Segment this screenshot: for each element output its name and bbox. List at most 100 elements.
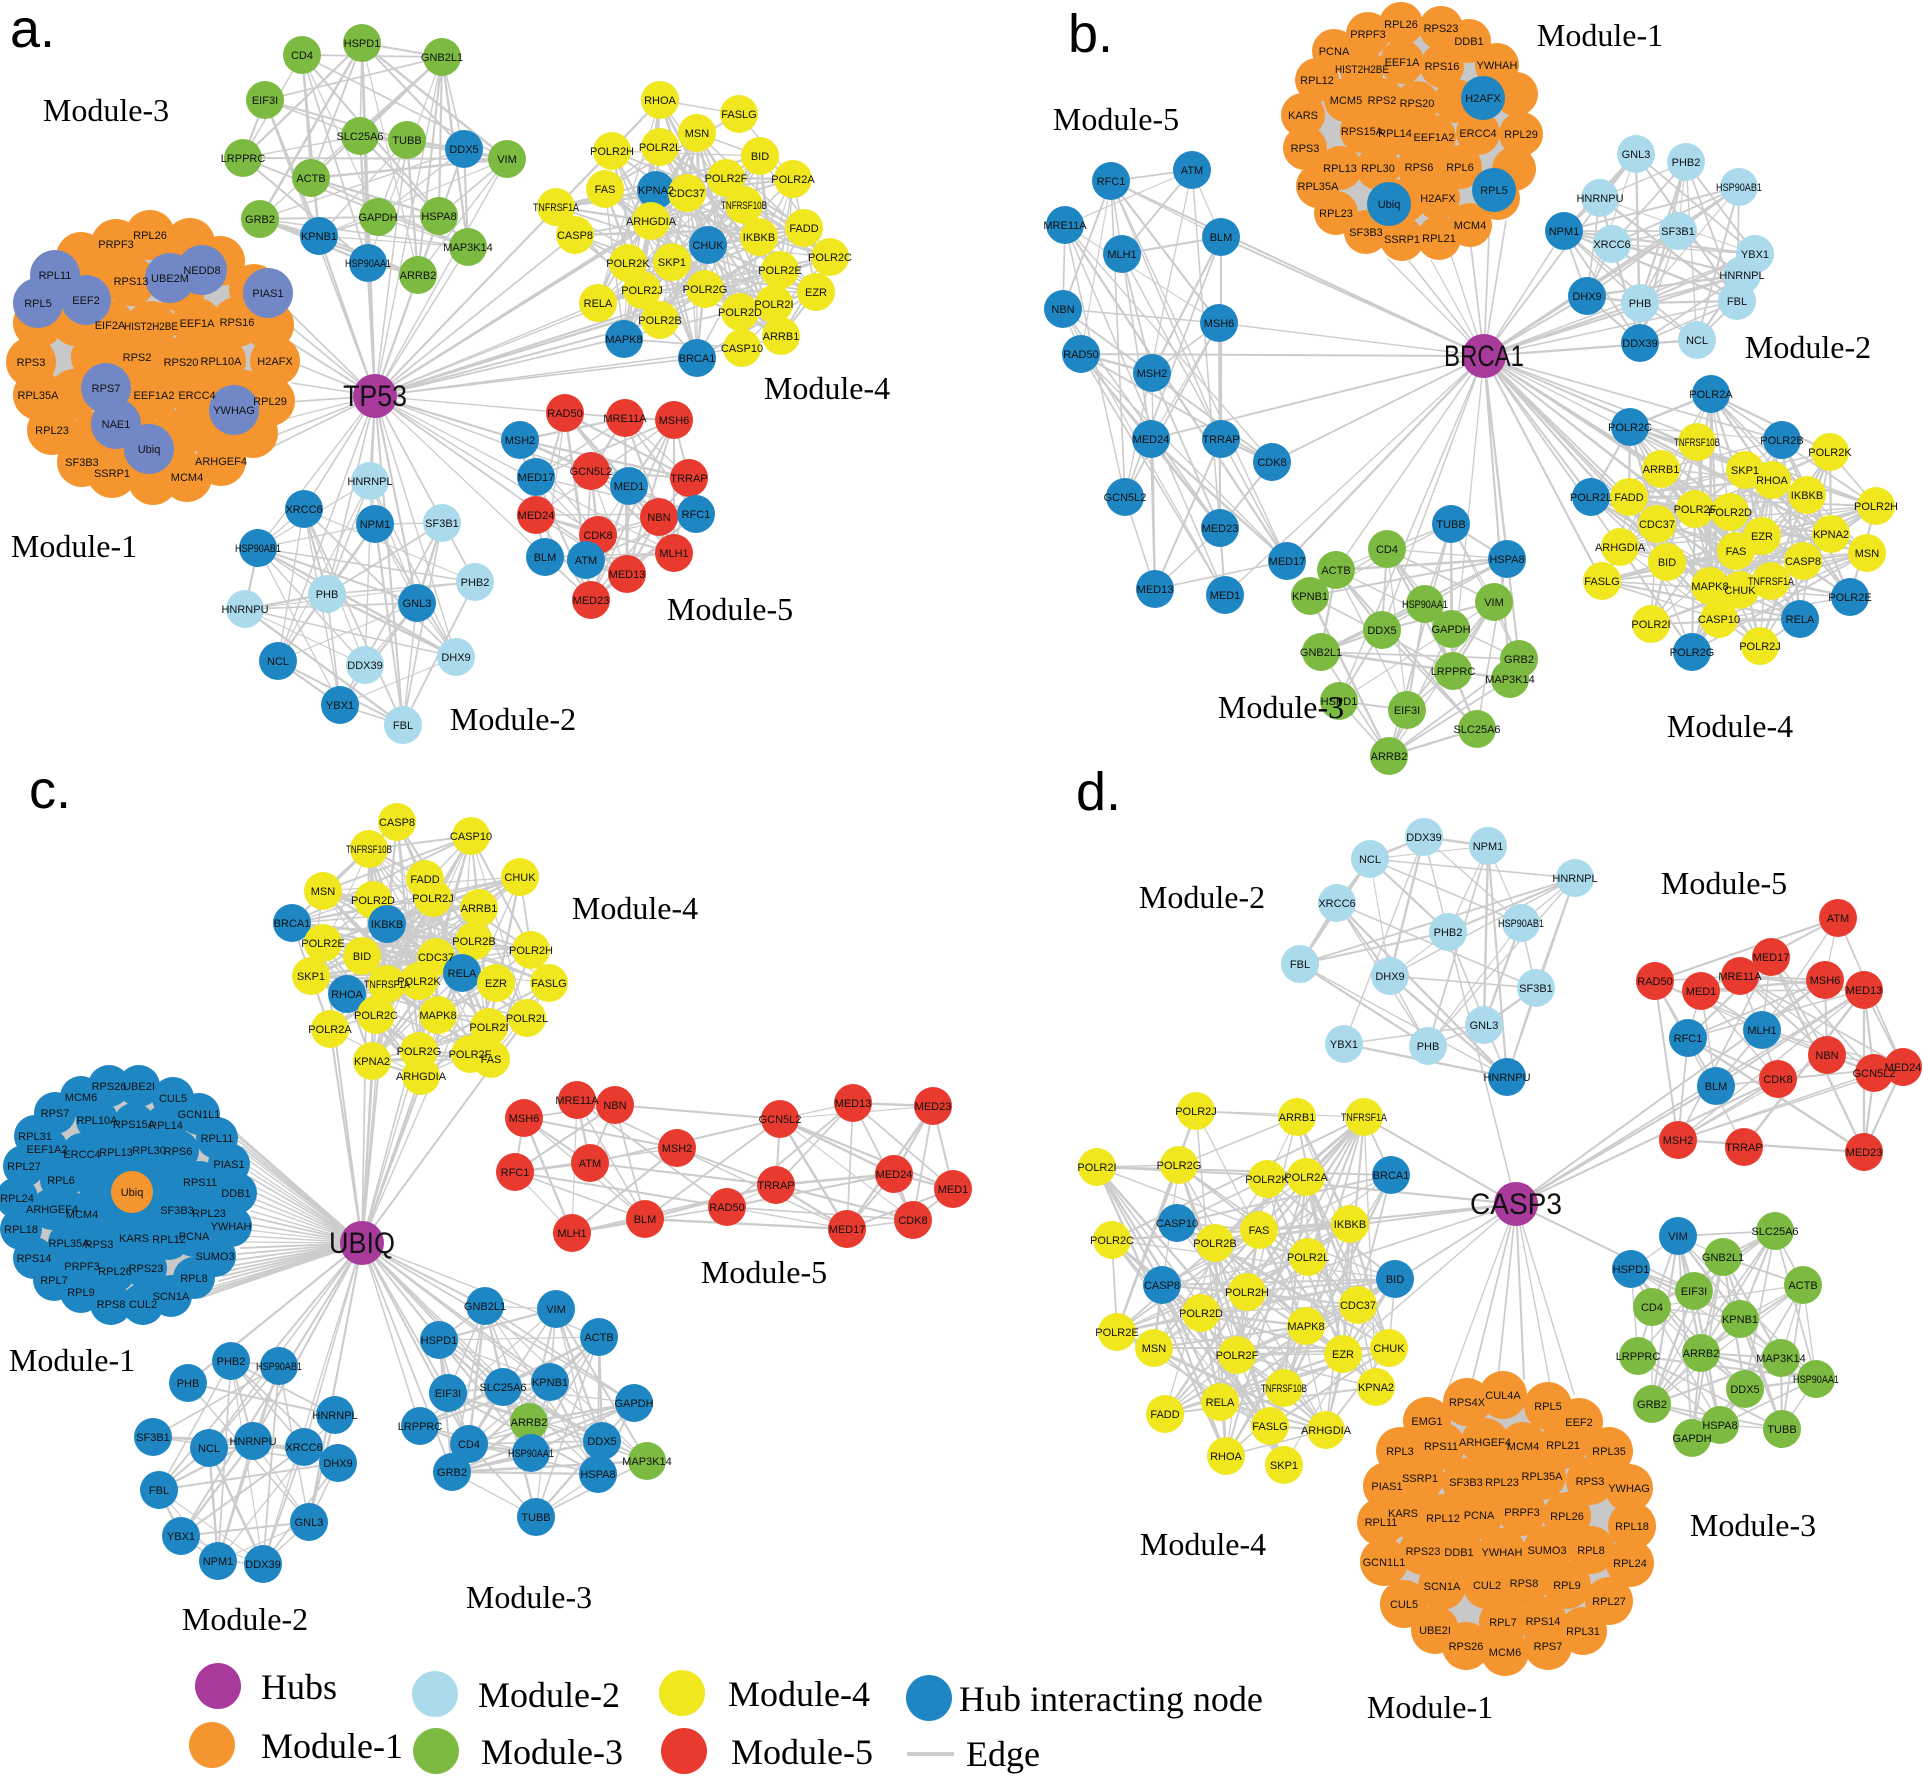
- svg-text:NPM1: NPM1: [1473, 841, 1504, 853]
- svg-text:Module-5: Module-5: [701, 1254, 827, 1290]
- svg-text:RPS23: RPS23: [1424, 23, 1459, 35]
- svg-text:FAS: FAS: [1726, 546, 1747, 558]
- svg-text:MSH6: MSH6: [1204, 318, 1235, 330]
- svg-text:Module-5: Module-5: [731, 1732, 873, 1772]
- svg-text:MLH1: MLH1: [1107, 249, 1136, 261]
- svg-text:POLR2D: POLR2D: [1708, 507, 1752, 519]
- svg-text:SF3B1: SF3B1: [1519, 983, 1553, 995]
- svg-text:Module-1: Module-1: [9, 1342, 135, 1378]
- svg-text:RPS15A: RPS15A: [1341, 126, 1384, 138]
- svg-text:RPL29: RPL29: [1504, 129, 1538, 141]
- svg-text:MED13: MED13: [609, 569, 646, 581]
- svg-text:RELA: RELA: [1206, 1397, 1235, 1409]
- svg-text:EZR: EZR: [1751, 531, 1773, 543]
- svg-text:RPS4X: RPS4X: [1449, 1397, 1486, 1409]
- svg-text:CASP8: CASP8: [379, 817, 415, 829]
- svg-text:RPL13: RPL13: [99, 1147, 133, 1159]
- svg-text:HNRNPU: HNRNPU: [1576, 193, 1623, 205]
- svg-text:SLC25A6: SLC25A6: [336, 131, 383, 143]
- svg-text:RPL27: RPL27: [7, 1161, 41, 1173]
- svg-text:PCNA: PCNA: [1319, 46, 1350, 58]
- svg-text:SF3B3: SF3B3: [1449, 1477, 1483, 1489]
- svg-text:MED17: MED17: [1269, 556, 1306, 568]
- svg-text:ACTB: ACTB: [1788, 1280, 1817, 1292]
- svg-text:FBL: FBL: [1727, 296, 1747, 308]
- svg-text:MRE11A: MRE11A: [603, 413, 647, 425]
- svg-text:XRCC6: XRCC6: [285, 1442, 322, 1454]
- svg-text:HSP90AB1: HSP90AB1: [256, 1361, 302, 1373]
- svg-text:POLR2C: POLR2C: [1090, 1235, 1134, 1247]
- svg-text:RPL23: RPL23: [1319, 208, 1353, 220]
- svg-text:RPL12: RPL12: [152, 1234, 186, 1246]
- svg-text:FBL: FBL: [1290, 959, 1310, 971]
- svg-text:HSPA8: HSPA8: [421, 211, 456, 223]
- svg-text:BLM: BLM: [1705, 1081, 1728, 1093]
- svg-text:Module-4: Module-4: [1667, 708, 1793, 744]
- svg-text:RPL35: RPL35: [1592, 1446, 1626, 1458]
- svg-text:RPL23: RPL23: [1485, 1477, 1519, 1489]
- svg-text:BLM: BLM: [634, 1214, 657, 1226]
- svg-text:RPL11: RPL11: [201, 1133, 234, 1145]
- svg-text:GNB2L1: GNB2L1: [1702, 1252, 1744, 1264]
- svg-text:BID: BID: [353, 951, 371, 963]
- svg-text:NBN: NBN: [1815, 1050, 1838, 1062]
- svg-text:Module-4: Module-4: [1140, 1526, 1266, 1562]
- svg-text:RPS13: RPS13: [114, 276, 149, 288]
- svg-text:SF3B3: SF3B3: [1349, 227, 1383, 239]
- svg-text:ARHGDIA: ARHGDIA: [396, 1071, 447, 1083]
- svg-text:MED13: MED13: [1846, 985, 1883, 997]
- svg-text:Module-1: Module-1: [261, 1726, 403, 1766]
- svg-text:POLR2L: POLR2L: [506, 1013, 548, 1025]
- svg-text:RPS3: RPS3: [85, 1239, 114, 1251]
- svg-text:EEF1A: EEF1A: [1385, 57, 1421, 69]
- svg-text:RPS2: RPS2: [123, 352, 152, 364]
- svg-text:IKBKB: IKBKB: [371, 919, 403, 931]
- svg-text:POLR2B: POLR2B: [452, 936, 495, 948]
- svg-text:PHB: PHB: [177, 1378, 200, 1390]
- svg-text:Module-3: Module-3: [1690, 1507, 1816, 1543]
- svg-text:RAD50: RAD50: [1063, 349, 1098, 361]
- svg-text:TNFRSF10B: TNFRSF10B: [1261, 1383, 1307, 1395]
- svg-text:PHB2: PHB2: [1434, 927, 1463, 939]
- svg-text:EEF1A: EEF1A: [180, 318, 216, 330]
- svg-text:PRPF3: PRPF3: [1350, 29, 1385, 41]
- svg-text:YWHAG: YWHAG: [213, 405, 255, 417]
- svg-text:CDK8: CDK8: [1257, 457, 1286, 469]
- svg-text:CUL5: CUL5: [1390, 1599, 1418, 1611]
- svg-text:ARRB1: ARRB1: [763, 331, 800, 343]
- svg-text:POLR2I: POLR2I: [1631, 619, 1670, 631]
- svg-text:RPL23: RPL23: [192, 1208, 226, 1220]
- svg-text:ACTB: ACTB: [296, 173, 325, 185]
- svg-text:MED17: MED17: [829, 1224, 866, 1236]
- svg-text:RPL31: RPL31: [1566, 1626, 1600, 1638]
- svg-text:RPL21: RPL21: [1422, 233, 1456, 245]
- svg-text:SLC25A6: SLC25A6: [479, 1382, 526, 1394]
- svg-text:TUBB: TUBB: [521, 1512, 550, 1524]
- svg-text:DDX5: DDX5: [1367, 625, 1396, 637]
- svg-text:NBN: NBN: [647, 512, 670, 524]
- svg-text:RPL18: RPL18: [4, 1224, 38, 1236]
- svg-text:MED24: MED24: [876, 1169, 913, 1181]
- svg-text:FASLG: FASLG: [531, 978, 566, 990]
- svg-text:NPM1: NPM1: [203, 1556, 234, 1568]
- svg-text:MSH2: MSH2: [1663, 1135, 1694, 1147]
- svg-text:RPL35A: RPL35A: [1522, 1471, 1564, 1483]
- svg-text:EEF1A2: EEF1A2: [27, 1144, 68, 1156]
- svg-text:MED1: MED1: [614, 481, 645, 493]
- svg-text:POLR2C: POLR2C: [1608, 422, 1652, 434]
- svg-text:RPL5: RPL5: [24, 298, 52, 310]
- svg-text:EIF2A: EIF2A: [95, 320, 126, 332]
- svg-text:VIM: VIM: [546, 1304, 566, 1316]
- svg-text:RHOA: RHOA: [1756, 475, 1788, 487]
- svg-text:Module-5: Module-5: [1661, 865, 1787, 901]
- svg-text:UBE2I: UBE2I: [1419, 1625, 1451, 1637]
- svg-text:ERCC4: ERCC4: [1459, 128, 1496, 140]
- svg-text:POLR2J: POLR2J: [412, 893, 454, 905]
- svg-text:BID: BID: [1658, 557, 1676, 569]
- svg-text:RPS3: RPS3: [1291, 143, 1320, 155]
- svg-text:GNL3: GNL3: [403, 598, 432, 610]
- svg-text:RPL26: RPL26: [1550, 1511, 1584, 1523]
- svg-text:MED17: MED17: [518, 472, 555, 484]
- svg-text:GNB2L1: GNB2L1: [1300, 647, 1342, 659]
- svg-text:POLR2G: POLR2G: [1670, 647, 1715, 659]
